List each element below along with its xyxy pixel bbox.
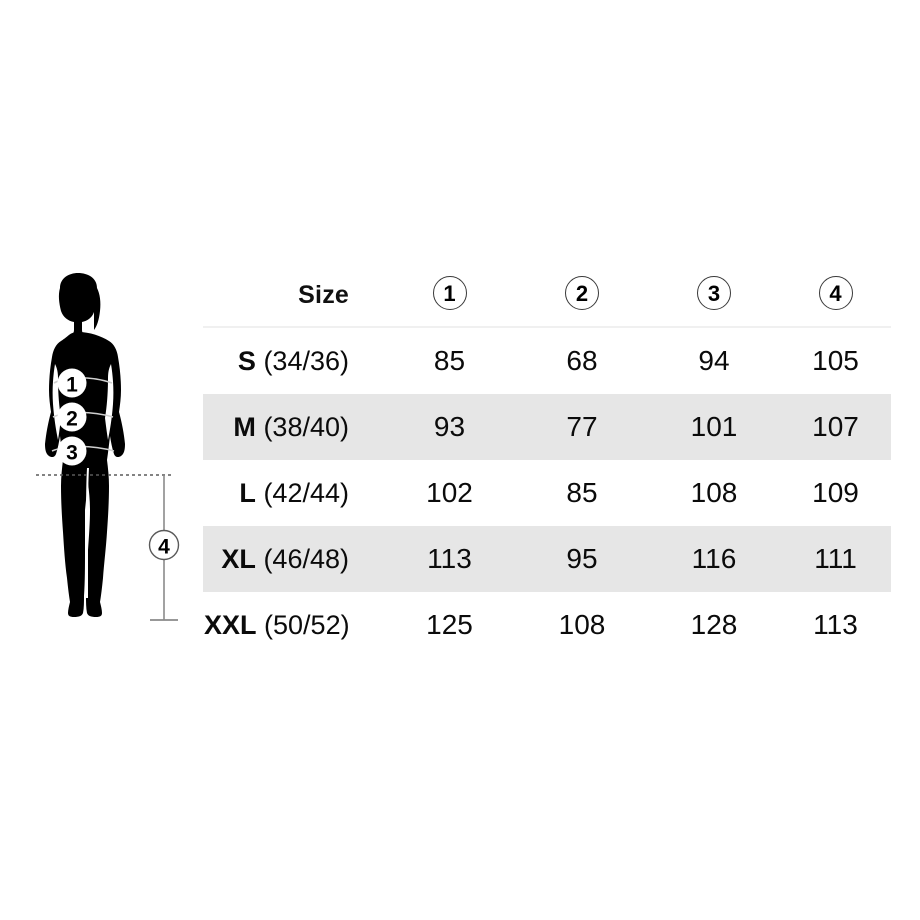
measurement-value-cell: 77: [516, 394, 648, 460]
measurement-value-cell: 128: [690, 609, 738, 640]
figure-marker-4-circle: [148, 529, 180, 561]
measurement-badge-3: 3: [697, 276, 731, 310]
measurement-value-cell: 109: [812, 477, 859, 508]
measurement-value-cell: 102: [426, 477, 473, 508]
measurement-value-cell: 105: [812, 345, 859, 376]
figure-marker-2-label: 2: [66, 408, 78, 431]
measurement-value-cell: 113: [383, 526, 516, 592]
measurement-badge-1: 1: [432, 276, 467, 310]
body-figure-panel: 1 2 3 4: [8, 272, 208, 642]
table-row: M (38/40) 93 77 101 107: [203, 394, 891, 460]
size-label-cell: M (38/40): [203, 394, 383, 460]
size-label-cell: L (42/44): [203, 460, 383, 526]
column-header-measurement-2: 2: [516, 276, 648, 328]
table-row: XXL (50/52) 125 108 128 113: [203, 592, 891, 658]
female-body-silhouette-icon: 1 2 3 4: [36, 273, 180, 621]
column-header-measurement-3: 3: [648, 276, 780, 328]
measurement-badge-2: 2: [565, 276, 599, 310]
column-header-size: Size: [203, 276, 383, 328]
measurement-value-cell: 113: [813, 609, 858, 640]
size-range: (50/52): [264, 609, 350, 640]
size-label-cell: XXL (50/52): [203, 592, 383, 658]
measurement-value-cell: 85: [566, 477, 598, 508]
measurement-value-cell: 125: [426, 609, 473, 640]
measurement-value-cell: 85: [433, 345, 466, 376]
table-body: S (34/36) 85 68 94 105 M (38/40) 93 77 101 107 L (…: [203, 327, 891, 658]
measurement-value-cell: 116: [648, 526, 780, 592]
column-header-measurement-1: 1: [383, 276, 516, 328]
measurement-value-cell: 94: [698, 345, 730, 376]
size-label-cell: S (34/36): [203, 327, 383, 394]
size-range: (34/36): [263, 345, 349, 376]
figure-marker-2: 2: [57, 402, 87, 432]
measurement-value-cell: 95: [516, 526, 648, 592]
inseam-dimension-line: 4: [36, 474, 180, 621]
measurement-value-cell: 68: [566, 345, 598, 376]
size-name: XXL: [204, 609, 257, 640]
size-name: XL: [221, 543, 256, 574]
measurement-value-cell: 111: [780, 526, 891, 592]
measurement-value-cell: 93: [383, 394, 516, 460]
figure-marker-4-label: 4: [158, 536, 170, 559]
size-name: M: [233, 411, 256, 442]
size-chart-table: Size 1 2 3 4 S (34/36) 85 68 94 105 M (38/40)…: [203, 276, 891, 658]
table-header: Size 1 2 3 4: [203, 276, 891, 328]
figure-marker-1: 1: [57, 368, 87, 398]
measurement-value-cell: 108: [690, 477, 738, 508]
table-row: S (34/36) 85 68 94 105: [203, 327, 891, 394]
size-range: (46/48): [263, 543, 349, 574]
measurement-badge-4: 4: [818, 276, 853, 310]
column-header-measurement-4: 4: [780, 276, 891, 328]
figure-marker-1-label: 1: [66, 374, 78, 397]
figure-marker-3: 3: [57, 436, 87, 466]
measurement-value-cell: 101: [648, 394, 780, 460]
size-name: L: [239, 477, 256, 508]
figure-marker-3-label: 3: [66, 442, 78, 465]
table-row: L (42/44) 102 85 108 109: [203, 460, 891, 526]
size-range: (42/44): [263, 477, 349, 508]
header-row: Size 1 2 3 4: [203, 276, 891, 328]
size-range: (38/40): [263, 411, 349, 442]
size-name: S: [237, 345, 256, 376]
leg-gap-shading: [86, 468, 89, 598]
measurement-value-cell: 107: [780, 394, 891, 460]
measurement-value-cell: 108: [558, 609, 606, 640]
size-label-cell: XL (46/48): [203, 526, 383, 592]
table-row: XL (46/48) 113 95 116 111: [203, 526, 891, 592]
